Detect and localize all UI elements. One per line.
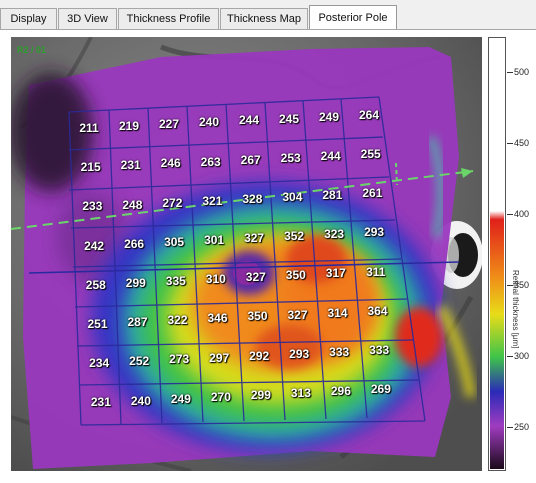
thickness-value: 255 [360, 146, 381, 161]
scale-tick-label: 450 [514, 138, 530, 148]
thickness-value: 273 [169, 352, 190, 367]
thickness-value: 249 [170, 391, 191, 406]
thickness-value: 299 [250, 387, 271, 402]
thickness-value: 317 [325, 266, 346, 281]
scale-tick [507, 143, 513, 144]
thickness-value: 246 [160, 156, 181, 171]
thickness-value: 215 [80, 160, 101, 175]
thickness-value: 261 [362, 186, 383, 201]
tab-bar-divider [0, 29, 536, 30]
thickness-value: 245 [278, 111, 300, 126]
thickness-value: 299 [125, 275, 146, 290]
thickness-value: 304 [282, 189, 303, 204]
thickness-value: 281 [322, 188, 343, 202]
posterior-pole-viewer[interactable]: R2 / 01 211 219 227 240 244 245 249 264 215 231 24… [11, 37, 482, 471]
thickness-value: 249 [318, 109, 340, 124]
tab-thickness-map[interactable]: Thickness Map [220, 8, 308, 29]
thickness-value: 364 [367, 303, 388, 318]
thickness-value: 227 [158, 117, 180, 132]
thickness-value: 252 [129, 354, 150, 369]
thickness-value: 258 [85, 277, 106, 292]
thickness-value: 242 [84, 238, 105, 253]
thickness-value: 313 [290, 385, 311, 400]
scale-tick [507, 72, 513, 73]
tab-bar: Display 3D View Thickness Profile Thickn… [0, 0, 536, 30]
thickness-value: 333 [369, 342, 390, 357]
thickness-value: 233 [82, 199, 103, 214]
thickness-value: 322 [167, 313, 188, 328]
thickness-value: 321 [202, 193, 223, 208]
scale-tick-label: 400 [514, 209, 530, 219]
thickness-value: 231 [90, 395, 111, 410]
tab-thickness-profile[interactable]: Thickness Profile [118, 8, 219, 29]
thickness-value: 297 [209, 350, 230, 365]
scale-tick-label: 250 [514, 422, 530, 432]
thickness-value: 293 [364, 225, 385, 240]
thickness-value: 231 [120, 158, 141, 173]
scan-label: R2 / 01 [17, 45, 47, 55]
scale-tick-label: 300 [514, 351, 530, 361]
scale-tick-label: 500 [514, 67, 530, 77]
thickness-value: 211 [79, 121, 99, 135]
thickness-value: 323 [324, 227, 345, 242]
thickness-value: 263 [200, 154, 221, 169]
thickness-value: 234 [89, 356, 110, 371]
thickness-value: 327 [287, 307, 308, 322]
thickness-value: 327 [244, 231, 265, 245]
thickness-value: 346 [207, 311, 228, 326]
tab-display[interactable]: Display [0, 8, 57, 29]
scale-tick [507, 427, 513, 428]
thickness-value: 311 [366, 264, 386, 279]
tab-3d-view[interactable]: 3D View [58, 8, 117, 29]
thickness-value: 305 [164, 234, 185, 249]
thickness-value: 287 [127, 315, 148, 330]
thickness-value: 253 [280, 150, 301, 165]
thickness-value: 240 [130, 393, 151, 408]
thickness-value: 296 [330, 384, 351, 398]
thickness-value: 350 [285, 268, 306, 283]
thickness-value: 350 [247, 309, 268, 324]
thickness-color-scale [488, 37, 506, 471]
thickness-value: 327 [245, 270, 266, 285]
thickness-value: 270 [210, 389, 231, 404]
thickness-value: 314 [327, 305, 348, 320]
thickness-value: 310 [205, 272, 226, 287]
thickness-value: 266 [124, 236, 145, 251]
thickness-value: 335 [165, 274, 186, 288]
color-scale-title: Retinal thickness [µm] [511, 270, 520, 349]
thickness-grid-values: 211 219 227 240 244 245 249 264 215 231 246 263 267 2… [11, 37, 482, 471]
tab-posterior-pole[interactable]: Posterior Pole [309, 5, 397, 30]
thickness-value: 244 [320, 148, 341, 163]
thickness-value: 352 [284, 229, 305, 244]
scale-tick [507, 356, 513, 357]
thickness-value: 269 [370, 382, 391, 397]
thickness-value: 251 [87, 317, 108, 331]
thickness-value: 240 [198, 115, 220, 130]
scale-tick [507, 285, 513, 286]
scale-tick [507, 214, 513, 215]
thickness-heatmap [11, 47, 476, 469]
scale-tick-label: 350 [514, 280, 530, 290]
thickness-value: 264 [358, 107, 380, 122]
thickness-value: 267 [240, 152, 261, 167]
thickness-value: 301 [204, 232, 225, 247]
thickness-value: 293 [289, 346, 310, 361]
color-scale-gradient [490, 39, 504, 469]
thickness-value: 219 [118, 119, 140, 134]
thickness-value: 244 [238, 113, 260, 128]
thickness-value: 292 [249, 348, 270, 363]
thickness-value: 248 [122, 197, 143, 212]
thickness-value: 328 [242, 191, 263, 206]
thickness-value: 272 [162, 195, 183, 210]
grid-overlay [11, 96, 474, 426]
thickness-value: 333 [329, 344, 350, 359]
